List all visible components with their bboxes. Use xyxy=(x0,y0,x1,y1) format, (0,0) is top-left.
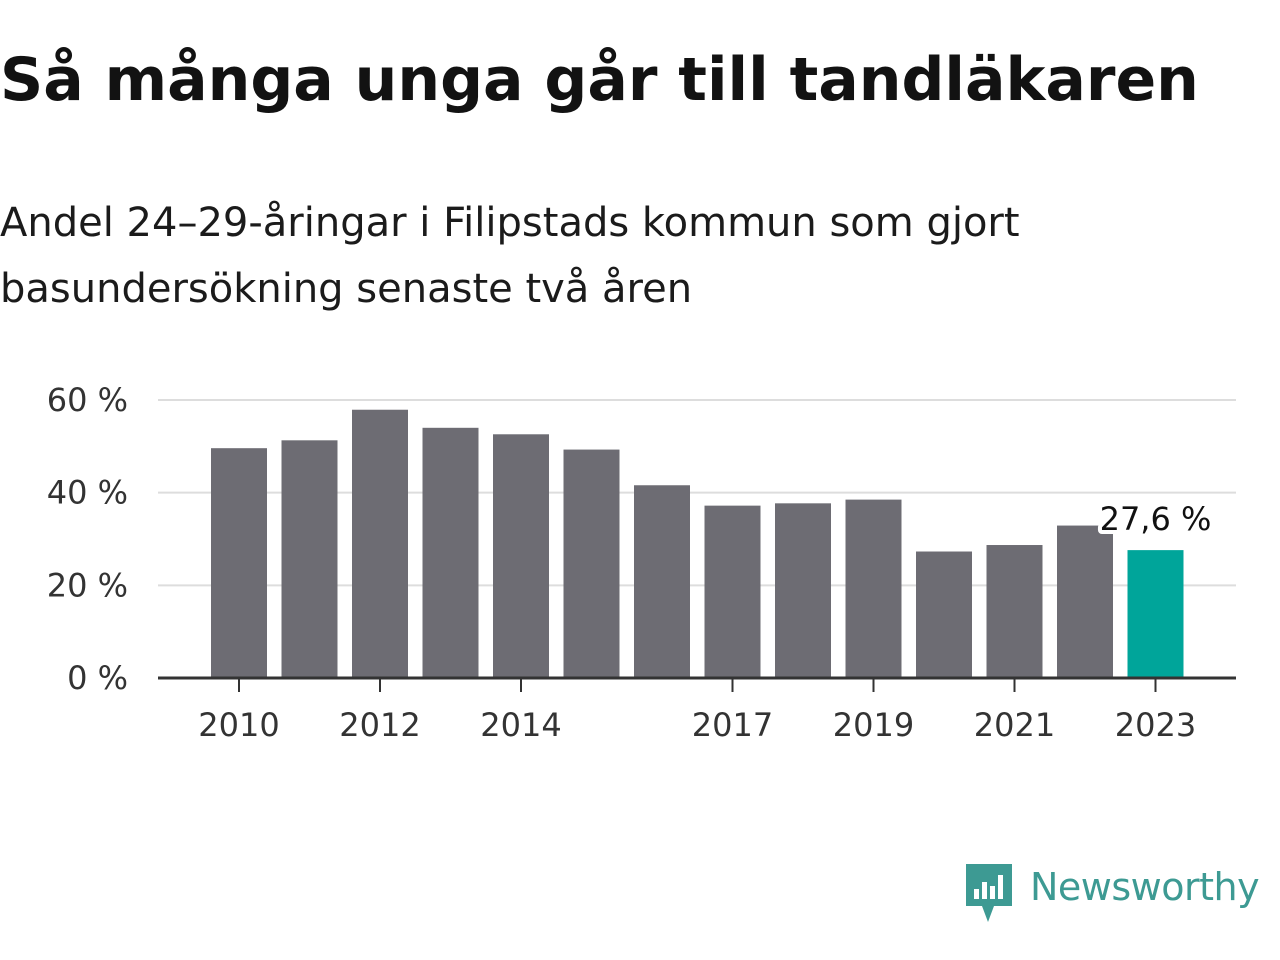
bar xyxy=(634,485,690,678)
x-tick-label: 2010 xyxy=(198,706,279,744)
x-tick-label: 2017 xyxy=(692,706,773,744)
axes: 0 % 20 % 40 % 60 % 2010 2012 2014 2017 2019 2021 2… xyxy=(47,381,1236,744)
bar xyxy=(1127,550,1184,678)
bar xyxy=(1057,525,1113,678)
brand-name: Newsworthy xyxy=(1030,865,1260,909)
x-tick-label: 2014 xyxy=(480,706,561,744)
bar xyxy=(775,503,831,678)
chart-subtitle: Andel 24–29-åringar i Filipstads kommun … xyxy=(0,200,1020,312)
bar xyxy=(845,499,902,678)
data-labels: 27,6 %27,6 % xyxy=(1096,496,1216,542)
bar xyxy=(211,448,267,678)
x-tick-label: 2012 xyxy=(339,706,420,744)
bar xyxy=(916,551,972,678)
bar xyxy=(352,409,408,678)
bar xyxy=(986,545,1043,678)
x-tick-label: 2021 xyxy=(974,706,1055,744)
y-tick-label: 40 % xyxy=(47,474,128,512)
bars xyxy=(211,409,1184,678)
bar xyxy=(281,440,338,678)
bar xyxy=(563,449,620,678)
bar-chart-speech-bubble-icon xyxy=(966,864,1012,922)
brand-logo: Newsworthy xyxy=(964,862,1260,926)
bar xyxy=(422,427,479,678)
gridlines xyxy=(158,399,1236,587)
data-label: 27,6 % xyxy=(1100,500,1212,538)
y-tick-label: 0 % xyxy=(67,659,128,697)
y-tick-label: 20 % xyxy=(47,566,128,604)
y-tick-label: 60 % xyxy=(47,381,128,419)
bar xyxy=(704,505,761,678)
data-label-halo: 27,6 % xyxy=(1100,500,1212,538)
chart-title: Så många unga går till tandläkaren xyxy=(0,45,1199,115)
x-tick-label: 2019 xyxy=(833,706,914,744)
bar xyxy=(493,434,549,678)
x-tick-label: 2023 xyxy=(1115,706,1196,744)
bar-chart: 0 % 20 % 40 % 60 % 2010 2012 2014 2017 2019 2021 2… xyxy=(47,381,1236,744)
